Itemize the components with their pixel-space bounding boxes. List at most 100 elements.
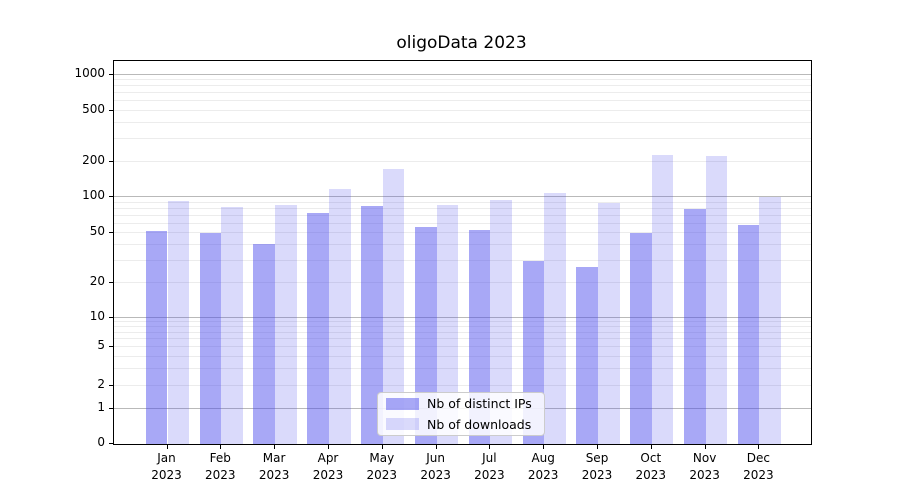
x-tick-mark-mar	[274, 445, 276, 449]
minor-gridline-60	[114, 222, 811, 224]
plot-area: Nb of distinct IPs Nb of downloads	[113, 60, 812, 445]
y-tick-mark-2	[109, 385, 113, 386]
x-tick-mark-may	[381, 445, 383, 449]
minor-gridline-30	[114, 259, 811, 261]
x-tick-label-aug: Aug 2023	[513, 450, 573, 484]
y-tick-label-10: 10	[89, 309, 105, 323]
legend-item-downloads: Nb of downloads	[386, 416, 536, 434]
minor-gridline-7	[114, 331, 811, 333]
minor-gridline-8	[114, 326, 811, 328]
minor-gridline-50	[114, 232, 811, 233]
x-tick-mark-oct	[650, 445, 652, 449]
bar-ips-feb	[199, 233, 222, 444]
x-tick-year: 2023	[635, 468, 667, 482]
x-tick-mark-feb	[220, 445, 222, 449]
x-tick-label-nov: Nov 2023	[675, 450, 735, 484]
y-tick-label-1: 1	[97, 400, 105, 414]
x-tick-mark-nov	[704, 445, 706, 449]
bar-ips-oct	[630, 233, 652, 444]
x-tick-year: 2023	[527, 468, 559, 482]
x-tick-label-dec: Dec 2023	[728, 450, 788, 484]
bar-downloads-sep	[598, 202, 620, 444]
y-tick-mark-100	[109, 196, 113, 197]
legend-item-distinct-ips: Nb of distinct IPs	[386, 395, 536, 413]
x-tick-label-jan: Jan 2023	[137, 450, 197, 484]
x-tick-year: 2023	[581, 468, 613, 482]
minor-gridline-6	[114, 338, 811, 340]
minor-gridline-800	[114, 85, 811, 87]
minor-gridline-2	[114, 385, 811, 386]
bar-ips-jan	[145, 231, 168, 444]
x-tick-label-may: May 2023	[352, 450, 412, 484]
x-tick-year: 2023	[258, 468, 290, 482]
x-tick-year: 2023	[151, 468, 182, 482]
x-tick-year: 2023	[366, 468, 398, 482]
x-tick-year: 2023	[312, 468, 344, 482]
bar-ips-may	[361, 206, 383, 444]
y-tick-label-2: 2	[97, 377, 105, 391]
legend-label-downloads: Nb of downloads	[427, 416, 532, 432]
legend-swatch-distinct-ips	[386, 397, 419, 410]
y-tick-label-0: 0	[97, 435, 105, 449]
x-tick-year: 2023	[420, 468, 451, 482]
bar-ips-jul	[468, 230, 491, 444]
x-tick-label-apr: Apr 2023	[298, 450, 358, 484]
x-tick-year: 2023	[743, 468, 774, 482]
x-tick-label-sep: Sep 2023	[567, 450, 627, 484]
bar-downloads-feb	[221, 206, 243, 444]
y-tick-label-200: 200	[82, 152, 105, 167]
x-tick-year: 2023	[205, 468, 236, 482]
y-tick-mark-10	[109, 317, 113, 318]
y-tick-mark-1000	[109, 73, 113, 75]
x-tick-label-oct: Oct 2023	[621, 450, 681, 484]
bar-downloads-aug	[544, 193, 566, 444]
bar-downloads-mar	[275, 204, 297, 444]
bar-downloads-dec	[759, 196, 782, 444]
y-tick-mark-50	[109, 232, 113, 233]
bar-ips-dec	[737, 225, 760, 444]
bar-downloads-may	[382, 168, 405, 444]
minor-gridline-400	[114, 122, 811, 124]
bar-downloads-nov	[705, 156, 728, 444]
bar-downloads-oct	[651, 154, 674, 444]
bar-downloads-jul	[490, 200, 513, 444]
y-tick-label-50: 50	[89, 224, 105, 238]
bar-ips-jun	[414, 227, 437, 444]
x-tick-label-mar: Mar 2023	[244, 450, 304, 484]
minor-gridline-9	[114, 321, 811, 323]
x-tick-label-feb: Feb 2023	[190, 450, 250, 484]
minor-gridline-300	[114, 138, 811, 140]
legend: Nb of distinct IPs Nb of downloads	[377, 392, 545, 436]
y-tick-label-1000: 1000	[74, 65, 105, 80]
x-tick-mark-jun	[435, 445, 437, 449]
major-gridline-10	[114, 317, 811, 318]
bar-downloads-jun	[436, 205, 459, 444]
chart-title: oligoData 2023	[396, 33, 527, 53]
bar-downloads-apr	[329, 188, 351, 444]
minor-gridline-200	[114, 160, 811, 162]
bar-ips-apr	[307, 212, 329, 444]
minor-gridline-5	[114, 346, 811, 347]
x-tick-year: 2023	[689, 468, 720, 482]
y-tick-mark-500	[109, 110, 113, 111]
minor-gridline-70	[114, 214, 811, 216]
x-tick-mark-dec	[758, 445, 760, 449]
x-tick-mark-jul	[489, 445, 491, 449]
y-tick-label-5: 5	[97, 338, 105, 352]
bar-ips-sep	[576, 266, 598, 444]
y-tick-mark-20	[109, 282, 113, 283]
legend-swatch-downloads	[386, 418, 419, 431]
minor-gridline-90	[114, 201, 811, 203]
x-tick-label-jul: Jul 2023	[459, 450, 519, 484]
legend-label-distinct-ips: Nb of distinct IPs	[427, 396, 532, 412]
y-tick-label-100: 100	[82, 188, 105, 202]
x-tick-year: 2023	[474, 468, 505, 482]
y-tick-mark-5	[109, 346, 113, 347]
x-tick-mark-jan	[166, 445, 168, 449]
y-tick-label-20: 20	[89, 274, 105, 288]
minor-gridline-500	[114, 110, 811, 111]
x-tick-mark-apr	[328, 445, 329, 449]
minor-gridline-600	[114, 100, 811, 102]
major-gridline-100	[114, 196, 811, 197]
y-tick-mark-1	[109, 408, 113, 409]
